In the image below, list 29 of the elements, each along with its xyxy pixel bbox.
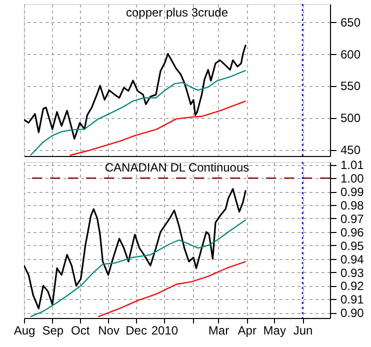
y-tick-label: 0.92 bbox=[340, 279, 364, 294]
y-tick-label: 650 bbox=[340, 15, 361, 30]
y-tick-label: 0.99 bbox=[340, 185, 364, 200]
y-tick-label: 0.94 bbox=[340, 252, 364, 266]
x-tick-label: May bbox=[263, 324, 286, 338]
x-tick-label: Oct bbox=[71, 324, 90, 338]
y-tick-label: 1.01 bbox=[340, 158, 364, 172]
x-tick-label: Aug bbox=[14, 324, 36, 338]
y-tick-label: 0.97 bbox=[340, 212, 364, 226]
y-tick-label: 500 bbox=[340, 111, 361, 126]
x-tick-label: 2010 bbox=[151, 324, 178, 338]
x-tick-label: Apr bbox=[238, 324, 256, 338]
y-tick-label: 0.91 bbox=[340, 292, 364, 307]
x-tick-label: Dec bbox=[126, 324, 147, 338]
x-tick-label: Jun bbox=[293, 324, 313, 338]
y-tick-label: 1.00 bbox=[340, 172, 364, 186]
y-tick-label: 600 bbox=[340, 47, 361, 62]
y-tick-label: 0.95 bbox=[340, 238, 364, 253]
x-tick-label: Sep bbox=[42, 324, 64, 338]
x-tick-label: Mar bbox=[208, 324, 230, 338]
y-tick-label: 0.98 bbox=[340, 198, 364, 213]
y-tick-label: 0.93 bbox=[340, 266, 364, 280]
y-tick-label: 550 bbox=[340, 79, 361, 94]
x-tick-label: Nov bbox=[98, 324, 120, 338]
chart-title: copper plus 3crude bbox=[126, 5, 228, 20]
chart-title: CANADIAN DL Continuous bbox=[104, 160, 250, 175]
y-tick-label: 450 bbox=[340, 143, 361, 158]
y-tick-label: 0.90 bbox=[340, 306, 364, 320]
y-tick-label: 0.96 bbox=[340, 225, 364, 240]
